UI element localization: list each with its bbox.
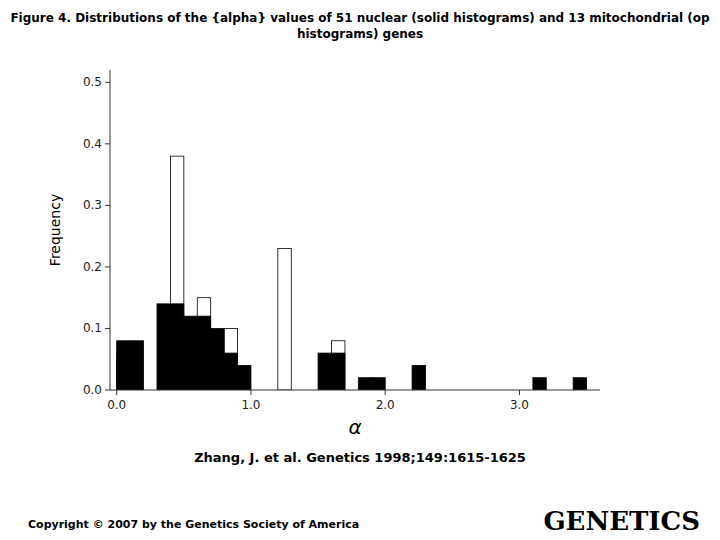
x-axis-line: [110, 390, 600, 391]
x-tick: [116, 390, 117, 395]
x-axis-label: α: [348, 415, 361, 439]
x-tick-label: 3.0: [510, 398, 529, 412]
y-tick: [105, 82, 110, 83]
journal-mark: GENETICS: [543, 506, 700, 536]
x-tick: [519, 390, 520, 395]
copyright: Copyright © 2007 by the Genetics Society…: [28, 518, 359, 531]
citation: Zhang, J. et al. Genetics 1998;149:1615-…: [194, 450, 526, 465]
y-axis-label: Frequency: [47, 194, 63, 266]
bar: [318, 353, 331, 390]
chart: Figure 4. Distributions of the {alpha} v…: [0, 0, 720, 540]
y-axis-line: [110, 70, 111, 390]
y-tick-label: 0.1: [83, 321, 102, 335]
x-tick: [385, 390, 386, 395]
title: histograms) genes: [297, 27, 423, 41]
y-tick-label: 0.4: [83, 137, 102, 151]
x-tick-label: 1.0: [241, 398, 260, 412]
bar: [224, 328, 237, 390]
bar: [372, 378, 385, 390]
x-tick-label: 2.0: [376, 398, 395, 412]
bar: [224, 353, 237, 390]
y-tick-label: 0.3: [83, 198, 102, 212]
y-tick: [105, 328, 110, 329]
bar: [238, 365, 251, 390]
y-tick-label: 0.0: [83, 383, 102, 397]
bar: [197, 298, 210, 390]
bar: [184, 316, 197, 390]
bar: [278, 248, 291, 390]
bar: [332, 353, 345, 390]
bar: [170, 156, 183, 390]
bars: [117, 156, 587, 390]
bar: [358, 378, 371, 390]
bar: [211, 328, 224, 390]
x-tick: [250, 390, 251, 395]
y-tick: [105, 205, 110, 206]
bar: [117, 341, 130, 390]
bar: [573, 378, 586, 390]
y-tick-label: 0.5: [83, 75, 102, 89]
bar: [157, 304, 170, 390]
title: Figure 4. Distributions of the {alpha} v…: [10, 11, 710, 25]
y-tick: [105, 390, 110, 391]
bar: [197, 316, 210, 390]
bar: [130, 341, 143, 390]
bar: [170, 304, 183, 390]
bar: [332, 341, 345, 390]
bar: [412, 365, 425, 390]
x-tick-label: 0.0: [107, 398, 126, 412]
bar: [533, 378, 546, 390]
y-tick-label: 0.2: [83, 260, 102, 274]
y-tick: [105, 266, 110, 267]
y-tick: [105, 143, 110, 144]
